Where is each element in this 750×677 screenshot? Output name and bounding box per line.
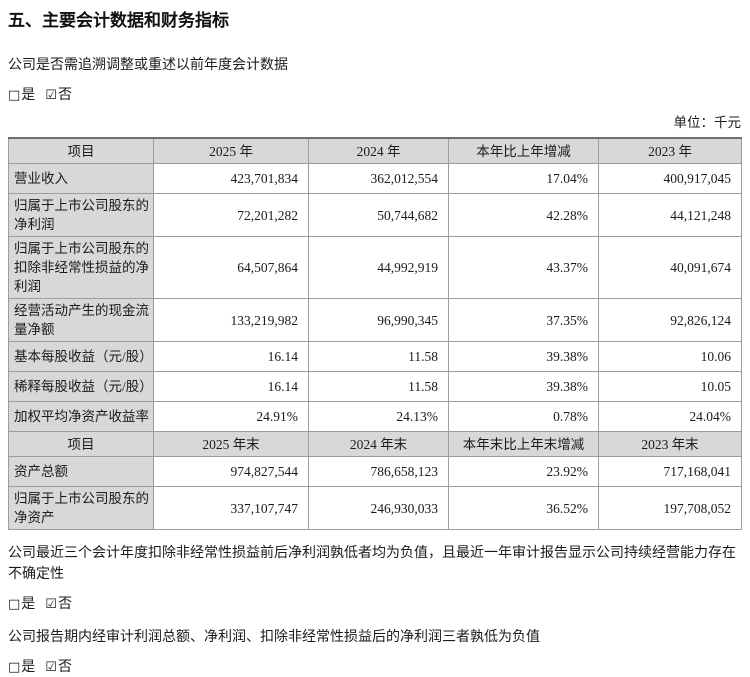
option-yes-label: 是 [21, 597, 36, 612]
table-header-row: 项目 2025 年末 2024 年末 本年末比上年末增减 2023 年末 [8, 431, 742, 457]
restatement-answer: □是 ☑否 [8, 87, 741, 105]
option-no: ☑否 [45, 597, 72, 612]
financial-table-body: 项目 2025 年 2024 年本年比上年增减 2023 年营业收入 423,701,8… [8, 137, 742, 530]
row-label-cell: 归属于上市公司股东的净资产 [8, 486, 154, 530]
value-cell: 400,917,045 [598, 163, 742, 194]
row-label-cell: 稀释每股收益（元/股） [8, 371, 154, 402]
value-cell: 37.35% [448, 298, 599, 342]
option-no: ☑否 [45, 88, 72, 103]
value-cell: 197,708,052 [598, 486, 742, 530]
table-header-row: 项目 2025 年 2024 年本年比上年增减 2023 年 [8, 137, 742, 164]
table-row: 资产总额 974,827,544 786,658,123 23.92% 717,168,… [8, 456, 742, 487]
value-cell: 24.13% [308, 401, 449, 432]
value-cell: 96,990,345 [308, 298, 449, 342]
header-cell: 2023 年末 [598, 431, 742, 457]
value-cell: 786,658,123 [308, 456, 449, 487]
value-cell: 17.04% [448, 163, 599, 194]
value-cell: 43.37% [448, 236, 599, 299]
row-label-cell: 经营活动产生的现金流量净额 [8, 298, 154, 342]
value-cell: 246,930,033 [308, 486, 449, 530]
table-row: 归属于上市公司股东的净资产 337,107,747 246,930,033 36.52… [8, 486, 742, 530]
value-cell: 11.58 [308, 371, 449, 402]
unit-label: 单位：千元 [673, 115, 742, 130]
table-row: 归属于上市公司股东的扣除非经常性损益的净利润 64,507,864 44,992,9… [8, 236, 742, 299]
value-cell: 337,107,747 [153, 486, 309, 530]
value-cell: 133,219,982 [153, 298, 309, 342]
audited-profit-answer: □是 ☑否 [8, 659, 741, 677]
value-cell: 24.04% [598, 401, 742, 432]
restatement-question: 公司是否需追溯调整或重述以前年度会计数据 [8, 58, 288, 73]
table-row: 稀释每股收益（元/股） 16.14 11.58 39.38% 10.05 [8, 371, 742, 402]
row-label-cell: 营业收入 [8, 163, 154, 194]
value-cell: 72,201,282 [153, 193, 309, 237]
header-cell: 本年末比上年末增减 [448, 431, 599, 457]
value-cell: 10.06 [598, 341, 742, 372]
value-cell: 717,168,041 [598, 456, 742, 487]
value-cell: 36.52% [448, 486, 599, 530]
value-cell: 92,826,124 [598, 298, 742, 342]
header-cell: 2024 年末 [308, 431, 449, 457]
option-yes-label: 是 [21, 88, 36, 103]
option-no-label: 否 [57, 597, 72, 612]
checkbox-unchecked-icon: □ [8, 88, 21, 103]
row-label-cell: 归属于上市公司股东的扣除非经常性损益的净利润 [8, 236, 154, 299]
value-cell: 39.38% [448, 371, 599, 402]
going-concern-answer: □是 ☑否 [8, 596, 741, 614]
header-cell: 2025 年 [153, 137, 309, 164]
value-cell: 11.58 [308, 341, 449, 372]
row-label-cell: 归属于上市公司股东的净利润 [8, 193, 154, 237]
table-row: 营业收入 423,701,834 362,012,554 17.04% 400,917,… [8, 163, 742, 194]
checkbox-checked-icon: ☑ [45, 597, 57, 612]
financial-table: 项目 2025 年 2024 年本年比上年增减 2023 年营业收入 423,701,8… [8, 137, 742, 530]
header-cell: 项目 [8, 137, 154, 164]
value-cell: 40,091,674 [598, 236, 742, 299]
checkbox-unchecked-icon: □ [8, 597, 21, 612]
value-cell: 0.78% [448, 401, 599, 432]
header-cell: 2023 年 [598, 137, 742, 164]
value-cell: 42.28% [448, 193, 599, 237]
header-cell: 2024 年 [308, 137, 449, 164]
option-no-label: 否 [57, 88, 72, 103]
section-title: 五、主要会计数据和财务指标 [8, 11, 229, 30]
value-cell: 23.92% [448, 456, 599, 487]
header-cell: 本年比上年增减 [448, 137, 599, 164]
row-label-cell: 加权平均净资产收益率 [8, 401, 154, 432]
value-cell: 44,121,248 [598, 193, 742, 237]
row-label-cell: 基本每股收益（元/股） [8, 341, 154, 372]
value-cell: 50,744,682 [308, 193, 449, 237]
audited-profit-statement: 公司报告期内经审计利润总额、净利润、扣除非经常性损益后的净利润三者孰低为负值 [8, 630, 540, 645]
value-cell: 16.14 [153, 371, 309, 402]
going-concern-statement: 公司最近三个会计年度扣除非经常性损益前后净利润孰低者均为负值，且最近一年审计报告… [8, 546, 736, 582]
value-cell: 974,827,544 [153, 456, 309, 487]
value-cell: 16.14 [153, 341, 309, 372]
row-label-cell: 资产总额 [8, 456, 154, 487]
header-cell: 2025 年末 [153, 431, 309, 457]
value-cell: 24.91% [153, 401, 309, 432]
value-cell: 64,507,864 [153, 236, 309, 299]
table-row: 归属于上市公司股东的净利润 72,201,282 50,744,682 42.28% 4… [8, 193, 742, 237]
value-cell: 39.38% [448, 341, 599, 372]
table-row: 基本每股收益（元/股） 16.14 11.58 39.38% 10.06 [8, 341, 742, 372]
value-cell: 44,992,919 [308, 236, 449, 299]
option-yes: □是 [8, 597, 35, 612]
table-row: 加权平均净资产收益率 24.91% 24.13% 0.78% 24.04% [8, 401, 742, 432]
header-cell: 项目 [8, 431, 154, 457]
value-cell: 423,701,834 [153, 163, 309, 194]
checkbox-checked-icon: ☑ [45, 88, 57, 103]
value-cell: 362,012,554 [308, 163, 449, 194]
value-cell: 10.05 [598, 371, 742, 402]
table-row: 经营活动产生的现金流量净额 133,219,982 96,990,345 37.35%… [8, 298, 742, 342]
option-yes: □是 [8, 88, 35, 103]
